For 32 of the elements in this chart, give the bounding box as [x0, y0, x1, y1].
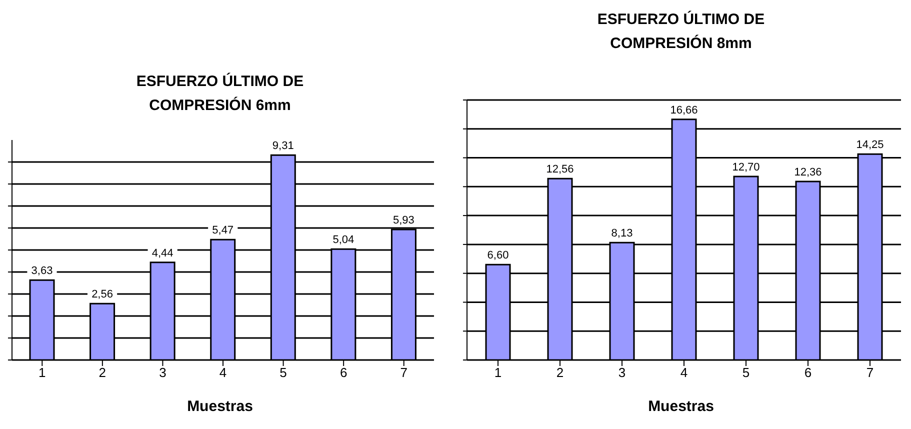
chart-title: ESFUERZO ÚLTIMO DE COMPRESIÓN 6mm	[135, 72, 305, 116]
data-label: 4,44	[152, 247, 174, 260]
x-tick-label: 7	[400, 365, 408, 380]
data-label: 12,70	[732, 162, 760, 174]
data-label: 5,04	[332, 234, 354, 246]
data-label: 14,25	[856, 139, 884, 152]
x-axis-title: Muestras	[647, 398, 715, 415]
x-tick-label: 3	[159, 365, 166, 380]
data-label: 12,56	[546, 164, 574, 176]
data-label: 2,56	[92, 288, 113, 301]
data-label: 12,36	[794, 166, 822, 178]
x-tick-label: 7	[866, 365, 874, 380]
chart-title: ESFUERZO ÚLTIMO DE COMPRESIÓN 8mm	[596, 10, 766, 54]
x-tick-label: 4	[680, 365, 688, 380]
data-label: 9,31	[272, 140, 294, 152]
data-label: 3,63	[31, 265, 53, 278]
x-tick-label: 5	[742, 365, 750, 380]
x-tick-label: 6	[340, 365, 348, 380]
data-label: 5,47	[212, 224, 234, 237]
x-tick-label: 4	[219, 365, 227, 380]
x-tick-label: 5	[280, 365, 287, 380]
data-label: 6,60	[487, 250, 509, 262]
x-tick-label: 2	[556, 365, 564, 380]
data-label: 8,13	[611, 228, 633, 240]
data-label: 16,66	[670, 104, 698, 116]
x-tick-label: 1	[38, 365, 46, 380]
x-axis-title: Muestras	[186, 398, 254, 415]
x-tick-label: 6	[804, 365, 812, 380]
x-tick-label: 3	[618, 365, 626, 380]
x-tick-label: 1	[494, 365, 502, 380]
data-label: 5,93	[393, 214, 414, 227]
x-tick-label: 2	[98, 365, 106, 380]
